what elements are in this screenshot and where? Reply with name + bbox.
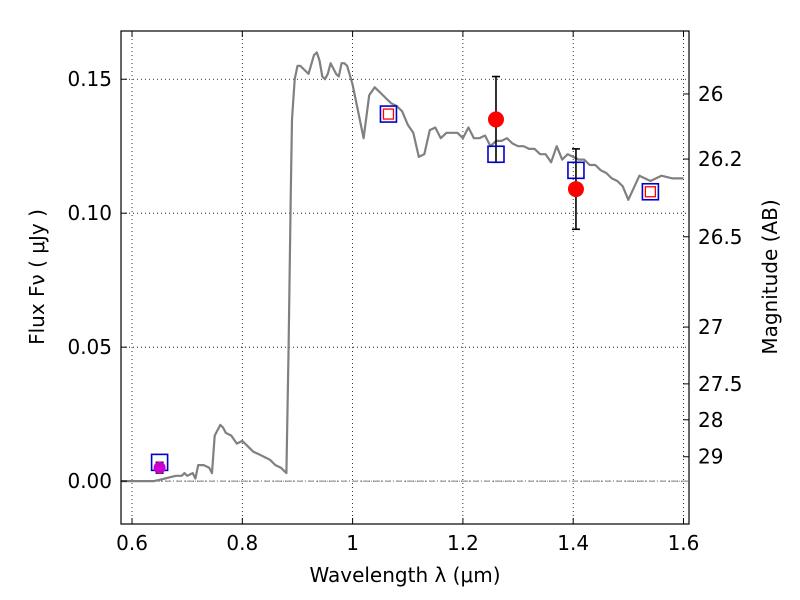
right-axis-label: Magnitude (AB): [758, 199, 782, 354]
y-axis-label: Flux Fν ( μJy ): [25, 209, 49, 345]
model-sed-line: [121, 51, 684, 483]
model-layer: [121, 51, 684, 483]
x-tick-label: 1.2: [447, 531, 479, 555]
right-tick-label: 27.5: [698, 372, 743, 396]
observed-point: [567, 181, 584, 198]
x-tick-label: 0.8: [226, 531, 258, 555]
plot-frame: [120, 30, 690, 525]
right-tick-label: 29: [698, 445, 723, 469]
right-tick-label: 28: [698, 408, 723, 432]
observed-point: [153, 461, 166, 474]
model-photometry-box: [487, 145, 505, 164]
x-tick-label: 1.4: [557, 531, 589, 555]
model-photometry-box: [567, 161, 585, 180]
grid-layer: [121, 31, 689, 524]
x-tick-label: 0.6: [116, 531, 148, 555]
y-tick-label: 0.05: [67, 335, 112, 359]
y-tick-label: 0.00: [67, 469, 112, 493]
tick-layer: 0.6 0.8 1 1.2 1.4 1.6 0.00 0.05 0.10 0.15 26 26.2 26…: [67, 31, 743, 555]
right-tick-label: 26: [698, 82, 723, 106]
model-photometry-inner-box: [644, 186, 657, 198]
y-tick-label: 0.10: [67, 201, 112, 225]
y-tick-label: 0.15: [67, 67, 112, 91]
model-photometry-box: [379, 105, 398, 123]
x-tick-label: 1.6: [668, 531, 700, 555]
model-photometry-inner-box: [382, 108, 395, 120]
x-axis-label: Wavelength λ (μm): [309, 563, 500, 587]
right-tick-label: 27: [698, 315, 723, 339]
right-tick-label: 26.5: [698, 225, 743, 249]
observed-point: [487, 111, 504, 128]
model-photometry-box: [641, 182, 660, 201]
x-tick-label: 1: [346, 531, 359, 555]
marker-layer: [150, 75, 660, 474]
right-tick-label: 26.2: [698, 147, 743, 171]
